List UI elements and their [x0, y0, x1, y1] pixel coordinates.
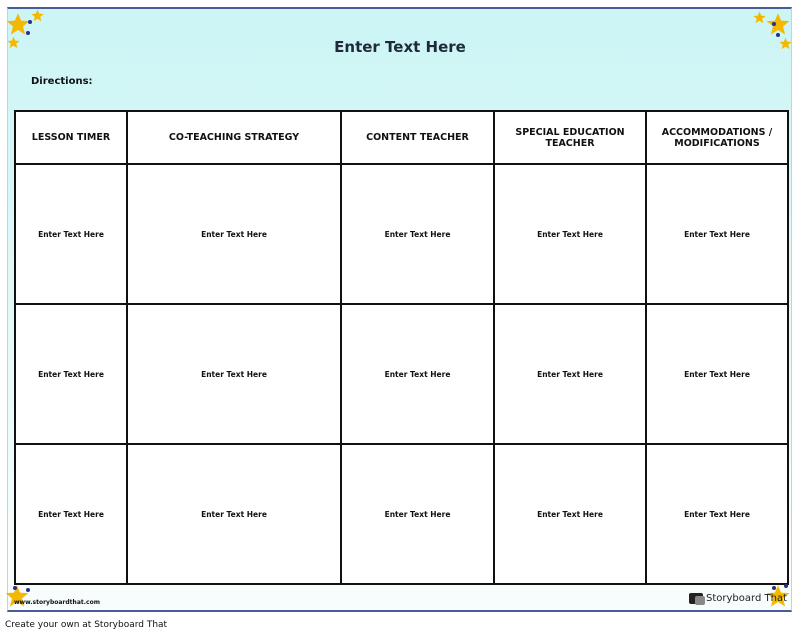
column-header-text: LESSON TIMER [31, 132, 111, 143]
dot-icon [776, 33, 780, 37]
table-cell-text: Enter Text Here [684, 369, 750, 379]
table-cell-text: Enter Text Here [537, 509, 603, 519]
star-icon [753, 11, 766, 24]
table-cell[interactable]: Enter Text Here [645, 443, 789, 585]
table-cell[interactable]: Enter Text Here [645, 163, 789, 305]
dot-icon [26, 31, 30, 35]
column-header-text: CONTENT TEACHER [366, 132, 469, 143]
worksheet-title[interactable]: Enter Text Here [334, 38, 466, 56]
table-cell[interactable]: Enter Text Here [493, 443, 647, 585]
table-cell-text: Enter Text Here [38, 229, 104, 239]
table-cell[interactable]: Enter Text Here [493, 163, 647, 305]
table-cell[interactable]: Enter Text Here [493, 303, 647, 445]
star-icon [766, 585, 790, 607]
table-cell[interactable]: Enter Text Here [126, 163, 342, 305]
column-header-text: ACCOMMODATIONS / MODIFICATIONS [661, 126, 773, 149]
star-icon [6, 13, 30, 35]
column-header-text: CO-TEACHING STRATEGY [168, 132, 300, 143]
table-cell[interactable]: Enter Text Here [14, 303, 128, 445]
watermark-url: www.storyboardthat.com [14, 599, 100, 606]
table-cell[interactable]: Enter Text Here [340, 163, 495, 305]
table-cell-text: Enter Text Here [38, 369, 104, 379]
table-cell-text: Enter Text Here [537, 369, 603, 379]
table-cell[interactable]: Enter Text Here [14, 443, 128, 585]
dot-icon [772, 22, 776, 26]
dot-icon [784, 584, 788, 588]
footer-link[interactable]: Create your own at Storyboard That [5, 620, 168, 630]
directions-label[interactable]: Directions: [31, 76, 93, 87]
dot-icon [772, 586, 776, 590]
column-header[interactable]: CO-TEACHING STRATEGY [126, 110, 342, 165]
dot-icon [26, 588, 30, 592]
star-icon [31, 9, 44, 22]
table-cell[interactable]: Enter Text Here [126, 443, 342, 585]
storyboardthat-logo: Storyboard That [689, 593, 787, 605]
table-cell[interactable]: Enter Text Here [126, 303, 342, 445]
table-cell[interactable]: Enter Text Here [340, 443, 495, 585]
table-cell-text: Enter Text Here [384, 509, 451, 519]
table-cell[interactable]: Enter Text Here [14, 163, 128, 305]
table-cell-text: Enter Text Here [537, 229, 603, 239]
table-cell-text: Enter Text Here [201, 369, 267, 379]
table-cell-text: Enter Text Here [201, 509, 267, 519]
table-cell-text: Enter Text Here [384, 369, 451, 379]
star-icon [5, 585, 29, 607]
logo-text: Storyboard That [706, 593, 787, 604]
table-cell[interactable]: Enter Text Here [645, 303, 789, 445]
speech-bubble-icon [689, 593, 705, 605]
column-header[interactable]: ACCOMMODATIONS / MODIFICATIONS [645, 110, 789, 165]
column-header-text: SPECIAL EDUCATION TEACHER [515, 126, 625, 149]
table-cell[interactable]: Enter Text Here [340, 303, 495, 445]
column-header[interactable]: LESSON TIMER [14, 110, 128, 165]
column-header[interactable]: CONTENT TEACHER [340, 110, 495, 165]
dot-icon [13, 586, 17, 590]
table-cell-text: Enter Text Here [38, 509, 104, 519]
table-cell-text: Enter Text Here [684, 229, 750, 239]
column-header[interactable]: SPECIAL EDUCATION TEACHER [493, 110, 647, 165]
star-icon [766, 13, 790, 35]
star-icon [779, 37, 792, 50]
table-cell-text: Enter Text Here [684, 509, 750, 519]
table-cell-text: Enter Text Here [384, 229, 451, 239]
table-cell-text: Enter Text Here [201, 229, 267, 239]
dot-icon [28, 20, 32, 24]
star-icon [7, 36, 20, 49]
